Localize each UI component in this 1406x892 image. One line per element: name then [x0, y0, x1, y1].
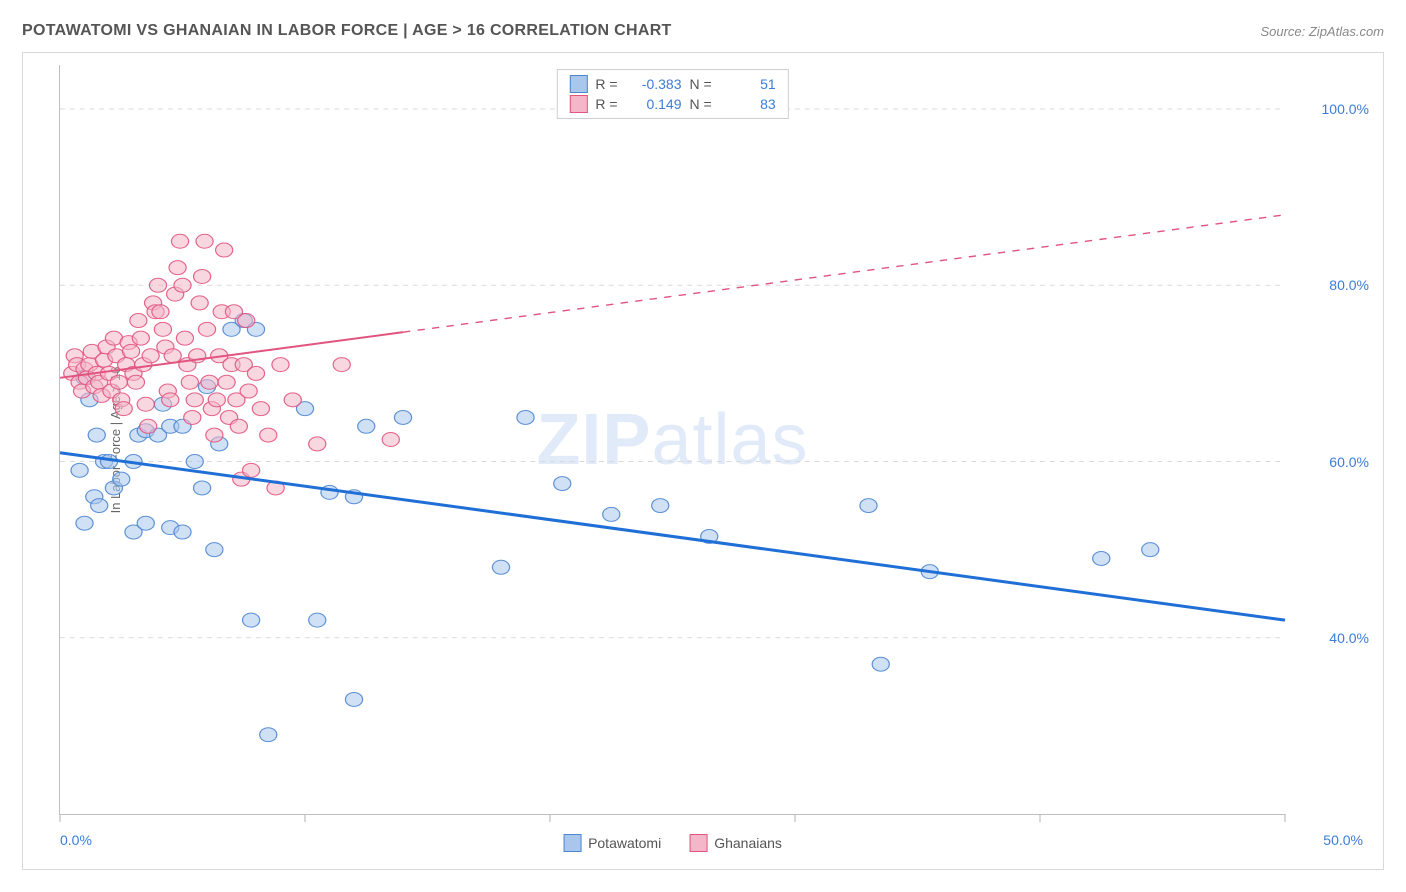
legend-swatch-a-icon	[563, 834, 581, 852]
chart-container: ZIPatlas In Labor Force | Age > 16 0.0% …	[22, 52, 1384, 870]
legend-item-b: Ghanaians	[689, 834, 782, 852]
correlation-legend: R = -0.383 N = 51 R = 0.149 N = 83	[556, 69, 788, 119]
source-attribution: Source: ZipAtlas.com	[1260, 24, 1384, 39]
n-value-b: 83	[720, 96, 776, 112]
legend-label-a: Potawatomi	[588, 835, 661, 851]
legend-swatch-b-icon	[689, 834, 707, 852]
r-label-a: R =	[595, 76, 617, 92]
r-value-b: 0.149	[626, 96, 682, 112]
r-label-b: R =	[595, 96, 617, 112]
n-label-b: N =	[690, 96, 712, 112]
legend-label-b: Ghanaians	[714, 835, 782, 851]
y-tick-40: 40.0%	[1329, 630, 1369, 646]
plot-area: ZIPatlas In Labor Force | Age > 16 0.0% …	[59, 65, 1285, 815]
plot-svg	[60, 65, 1285, 814]
n-value-a: 51	[720, 76, 776, 92]
x-tick-50: 50.0%	[1323, 832, 1363, 848]
x-tick-0: 0.0%	[60, 832, 92, 848]
swatch-b-icon	[569, 95, 587, 113]
corr-row-a: R = -0.383 N = 51	[569, 74, 775, 94]
r-value-a: -0.383	[626, 76, 682, 92]
y-tick-80: 80.0%	[1329, 277, 1369, 293]
chart-title: POTAWATOMI VS GHANAIAN IN LABOR FORCE | …	[22, 22, 672, 40]
y-tick-100: 100.0%	[1322, 101, 1369, 117]
series-legend: Potawatomi Ghanaians	[563, 834, 782, 852]
legend-item-a: Potawatomi	[563, 834, 661, 852]
y-tick-60: 60.0%	[1329, 454, 1369, 470]
corr-row-b: R = 0.149 N = 83	[569, 94, 775, 114]
n-label-a: N =	[690, 76, 712, 92]
swatch-a-icon	[569, 75, 587, 93]
